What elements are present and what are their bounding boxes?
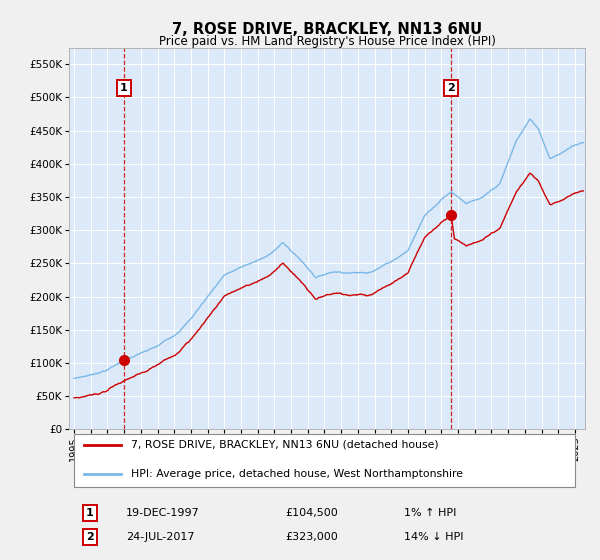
Text: 2: 2 (447, 83, 455, 93)
Text: 1: 1 (120, 83, 127, 93)
Text: 2: 2 (86, 532, 94, 542)
Text: 7, ROSE DRIVE, BRACKLEY, NN13 6NU: 7, ROSE DRIVE, BRACKLEY, NN13 6NU (172, 22, 482, 38)
Text: 1% ↑ HPI: 1% ↑ HPI (404, 508, 457, 518)
Text: HPI: Average price, detached house, West Northamptonshire: HPI: Average price, detached house, West… (131, 469, 463, 479)
Text: £323,000: £323,000 (286, 532, 338, 542)
Text: 7, ROSE DRIVE, BRACKLEY, NN13 6NU (detached house): 7, ROSE DRIVE, BRACKLEY, NN13 6NU (detac… (131, 440, 439, 450)
Text: Price paid vs. HM Land Registry's House Price Index (HPI): Price paid vs. HM Land Registry's House … (158, 35, 496, 48)
FancyBboxPatch shape (74, 434, 575, 487)
Text: 19-DEC-1997: 19-DEC-1997 (126, 508, 200, 518)
Text: 24-JUL-2017: 24-JUL-2017 (126, 532, 194, 542)
Text: £104,500: £104,500 (286, 508, 338, 518)
Text: 1: 1 (86, 508, 94, 518)
Text: 14% ↓ HPI: 14% ↓ HPI (404, 532, 464, 542)
